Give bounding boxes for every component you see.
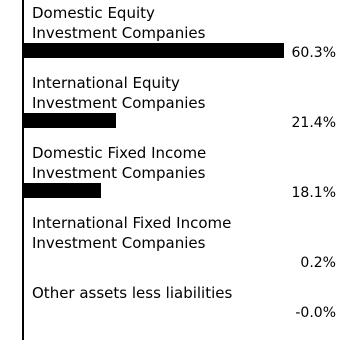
category-label: Domestic Equity Investment Companies	[32, 4, 206, 42]
category-label: International Fixed Income Investment Co…	[32, 214, 232, 252]
category-label: Domestic Fixed Income Investment Compani…	[32, 144, 207, 182]
axis-line	[22, 0, 24, 340]
value-label: -0.0%	[295, 305, 336, 321]
value-label: 0.2%	[300, 255, 336, 271]
bar	[23, 113, 116, 128]
category-label: International Equity Investment Companie…	[32, 74, 206, 112]
bar	[23, 183, 102, 198]
value-label: 60.3%	[291, 45, 336, 61]
bar	[23, 253, 24, 268]
value-label: 18.1%	[291, 185, 336, 201]
value-label: 21.4%	[291, 115, 336, 131]
category-label: Other assets less liabilities	[32, 284, 233, 302]
bar	[23, 43, 285, 58]
